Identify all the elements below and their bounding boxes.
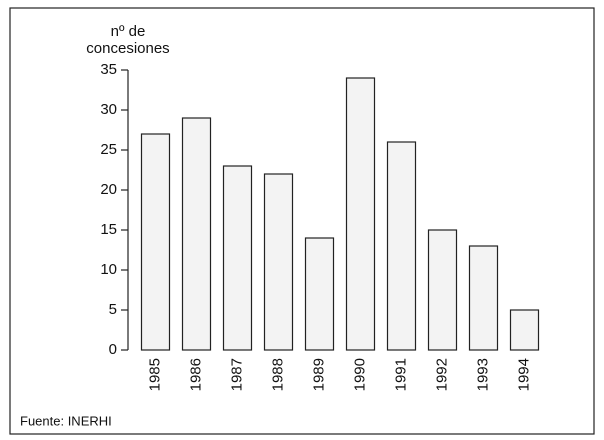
y-tick-label: 15 — [100, 221, 117, 238]
x-tick-label: 1989 — [310, 358, 327, 391]
x-tick-label: 1990 — [351, 358, 368, 391]
bar — [222, 165, 253, 351]
source-note: Fuente: INERHI — [20, 413, 112, 428]
frame — [9, 7, 595, 435]
bar — [263, 173, 294, 351]
x-tick-label: 1986 — [187, 358, 204, 391]
x-tick-label: 1994 — [515, 358, 532, 391]
y-axis-label: concesiones — [86, 40, 169, 57]
y-tick-label: 20 — [100, 181, 117, 198]
x-tick-label: 1988 — [269, 358, 286, 391]
x-tick-label: 1992 — [433, 358, 450, 391]
bar — [386, 141, 417, 351]
bar — [427, 229, 458, 351]
y-tick-label: 10 — [100, 261, 117, 278]
x-tick-label: 1991 — [392, 358, 409, 391]
y-axis-label: nº de — [111, 23, 146, 40]
x-tick-label: 1993 — [474, 358, 491, 391]
x-tick-label: 1985 — [146, 358, 163, 391]
y-tick-label: 0 — [109, 341, 117, 358]
bar — [345, 77, 376, 351]
y-tick-label: 5 — [109, 301, 117, 318]
bar — [181, 117, 212, 351]
bar — [140, 133, 171, 351]
bar — [509, 309, 540, 351]
x-tick-label: 1987 — [228, 358, 245, 391]
bar — [304, 237, 335, 351]
bar — [468, 245, 499, 351]
y-tick-label: 35 — [100, 61, 117, 78]
y-tick-label: 25 — [100, 141, 117, 158]
y-tick-label: 30 — [100, 101, 117, 118]
